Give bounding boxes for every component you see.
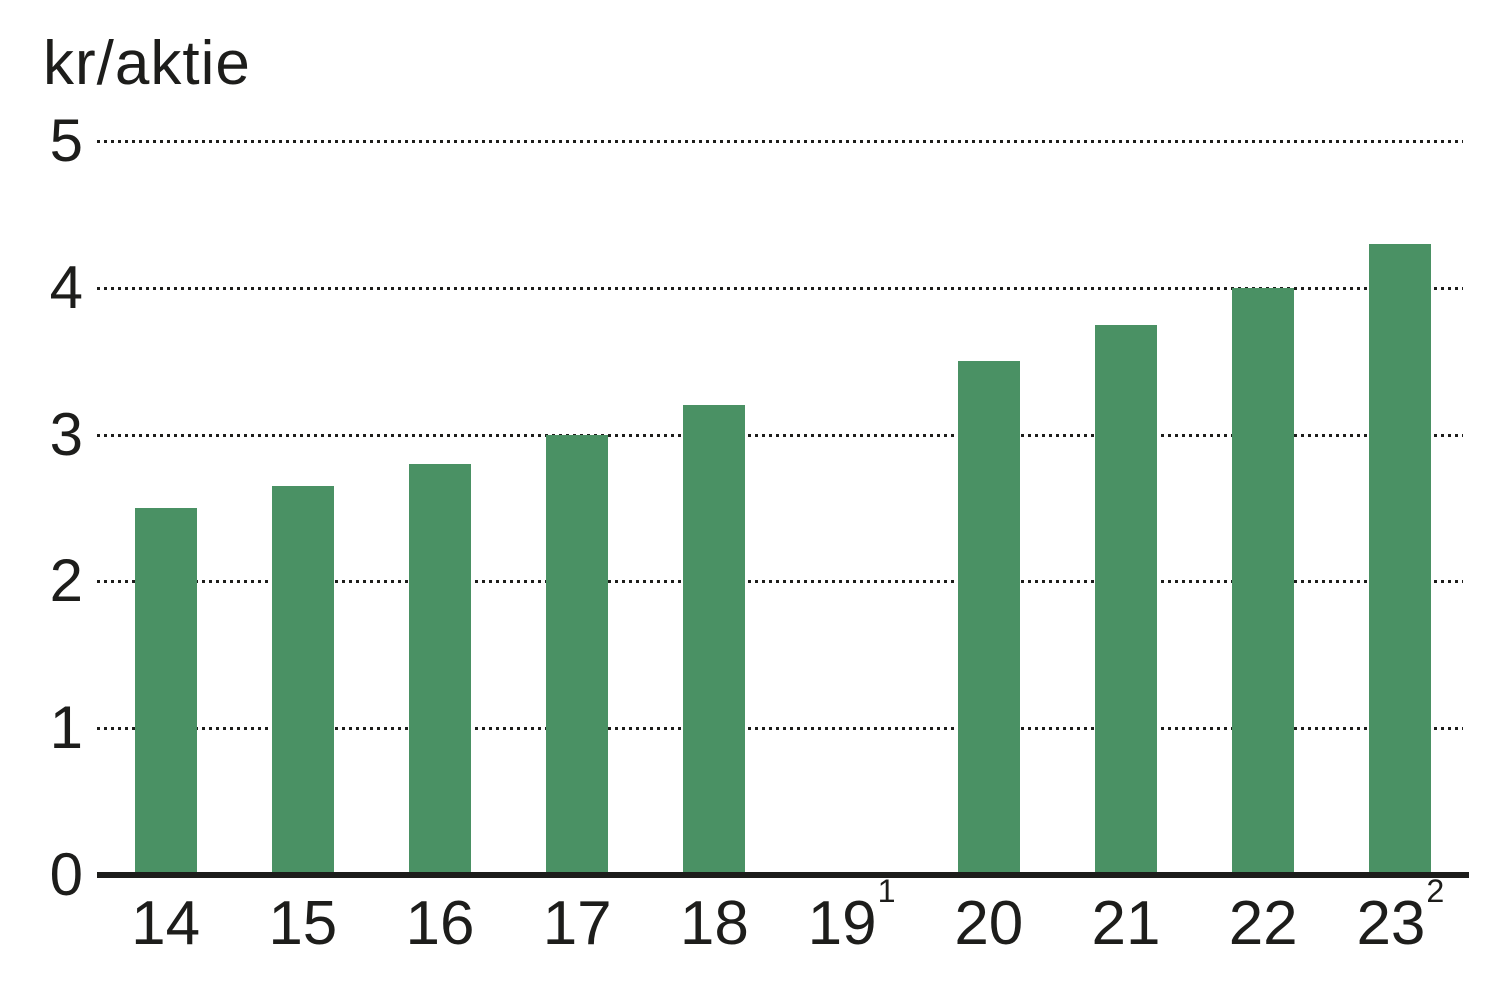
x-tick-label-text: 15 xyxy=(268,889,338,958)
y-tick-label-1: 1 xyxy=(49,694,83,762)
y-tick-label-3: 3 xyxy=(49,400,83,468)
bar-21 xyxy=(1095,324,1157,875)
x-tick-label-18: 18 xyxy=(645,886,783,962)
x-tick-label-text: 22 xyxy=(1228,889,1298,958)
y-axis-unit-label: kr/aktie xyxy=(43,29,251,98)
bar-22 xyxy=(1232,287,1295,875)
bar-15 xyxy=(271,485,334,875)
x-tick-label-text: 23 xyxy=(1356,889,1426,958)
x-tick-label-23: 232 xyxy=(1331,875,1469,962)
x-tick-label-text: 16 xyxy=(405,889,475,958)
x-tick-label-19: 191 xyxy=(783,875,921,962)
x-tick-label-text: 20 xyxy=(954,889,1024,958)
gridline-1 xyxy=(97,727,1463,731)
x-tick-label-text: 18 xyxy=(679,889,749,958)
footnote-marker: 2 xyxy=(1426,873,1445,910)
bar-18 xyxy=(683,405,746,875)
x-tick-label-17: 17 xyxy=(508,886,646,962)
bar-23 xyxy=(1369,243,1432,875)
gridline-4 xyxy=(97,286,1463,290)
gridline-2 xyxy=(97,580,1463,584)
x-tick-label-15: 15 xyxy=(234,886,372,962)
x-tick-label-text: 14 xyxy=(131,889,201,958)
x-tick-label-14: 14 xyxy=(97,886,235,962)
gridline-5 xyxy=(97,140,1463,143)
x-tick-label-text: 21 xyxy=(1091,889,1161,958)
bar-16 xyxy=(409,463,471,875)
y-tick-label-5: 5 xyxy=(49,107,83,174)
footnote-marker: 1 xyxy=(877,873,896,910)
x-tick-label-16: 16 xyxy=(371,886,509,962)
plot-area xyxy=(97,140,1469,878)
bar-17 xyxy=(546,434,609,875)
x-tick-label-text: 19 xyxy=(807,889,877,958)
x-tick-label-22: 22 xyxy=(1194,886,1332,962)
y-tick-label-0: 0 xyxy=(49,841,83,908)
x-tick-label-21: 21 xyxy=(1057,886,1195,962)
x-tick-label-text: 17 xyxy=(542,889,612,958)
bar-20 xyxy=(957,361,1020,875)
gridline-3 xyxy=(97,433,1463,437)
y-tick-label-4: 4 xyxy=(49,253,83,321)
y-tick-label-2: 2 xyxy=(49,547,83,615)
x-axis-line xyxy=(97,872,1469,878)
x-tick-label-20: 20 xyxy=(920,886,1058,962)
bar-14 xyxy=(134,508,197,875)
